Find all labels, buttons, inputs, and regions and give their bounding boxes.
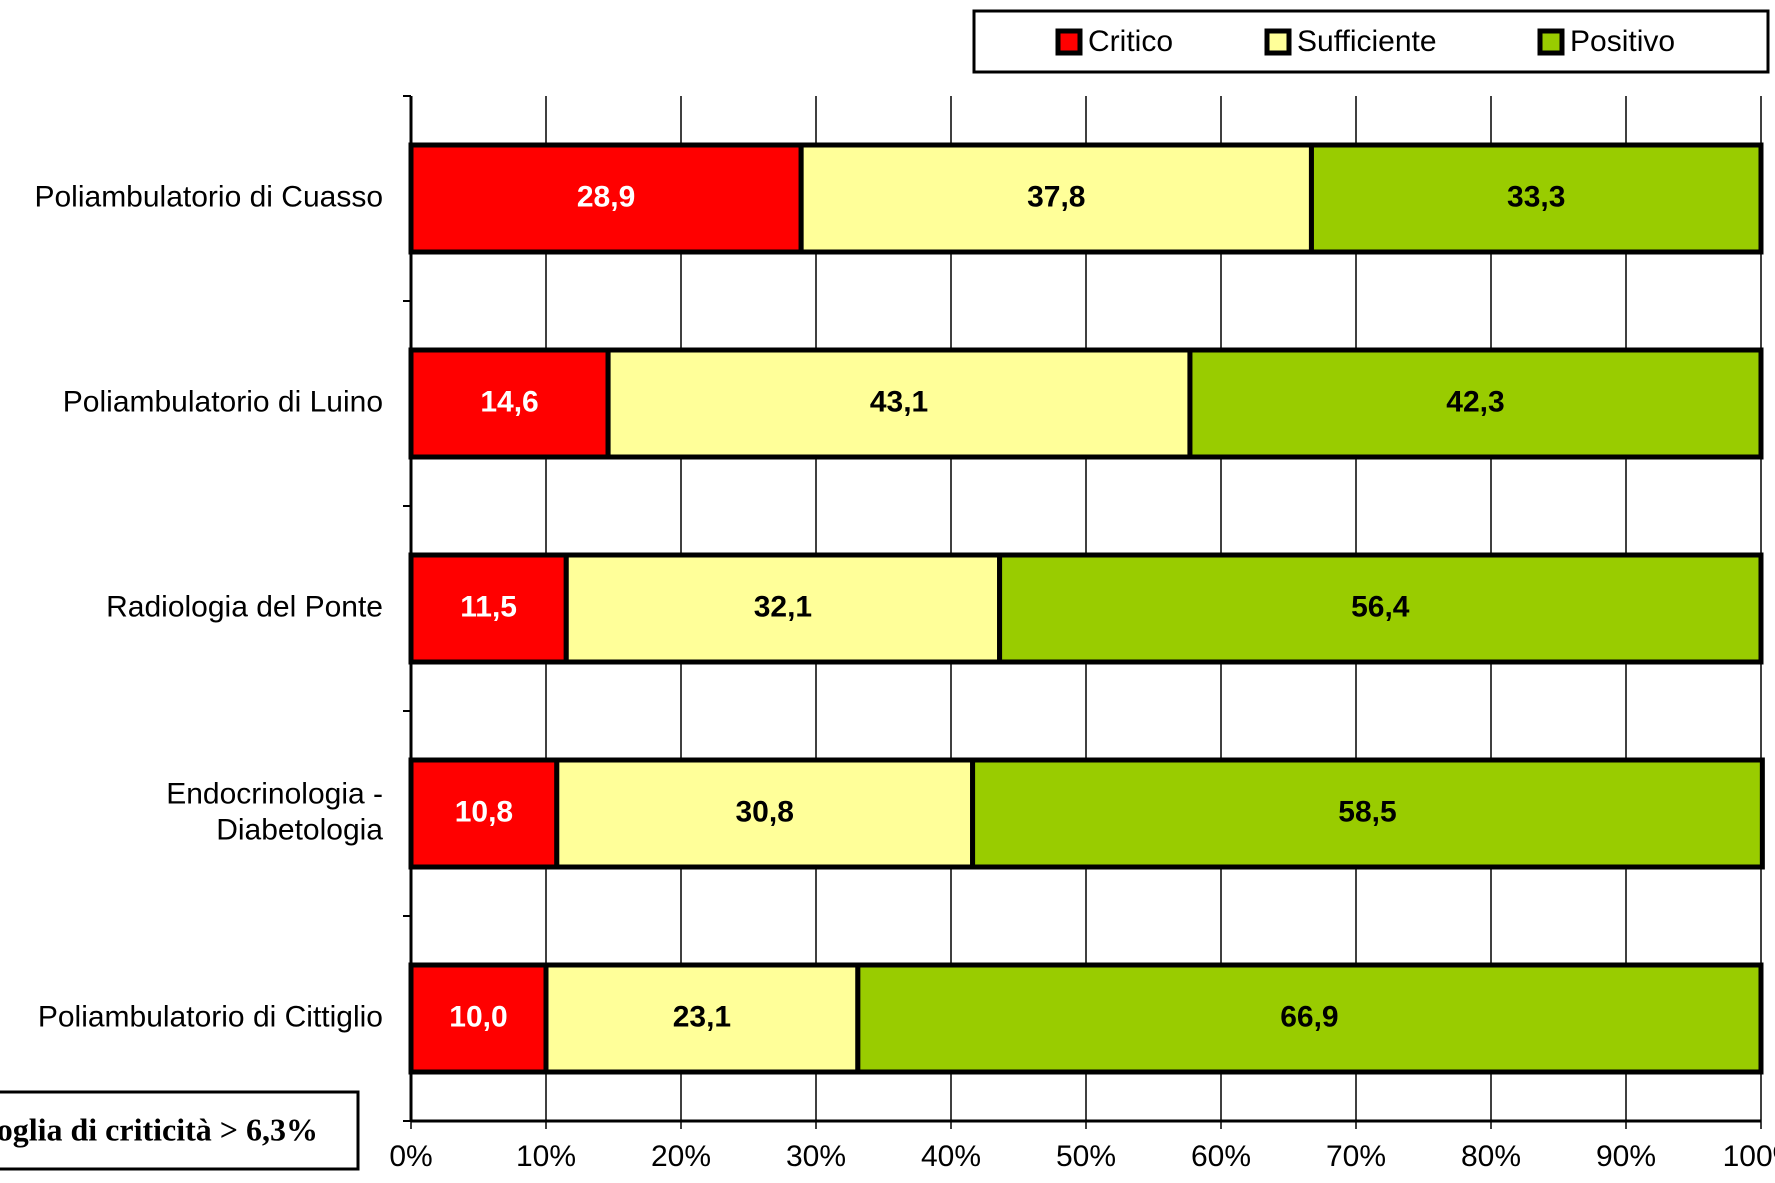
x-tick-label: 0%: [389, 1140, 432, 1173]
bar-segment: [855, 962, 1764, 1075]
bar-segment: [1308, 142, 1764, 255]
bar-segment: [408, 962, 549, 1075]
y-tick-label: Radiologia del Ponte: [106, 590, 383, 623]
legend-swatch: [1055, 28, 1083, 56]
x-tick-label: 90%: [1596, 1140, 1656, 1173]
data-label: 33,3: [1507, 180, 1565, 213]
legend-swatch: [1537, 28, 1565, 56]
bar-segment: [1187, 347, 1764, 460]
data-label: 30,8: [736, 795, 794, 828]
bar-segment: [408, 142, 804, 255]
x-tick-label: 60%: [1191, 1140, 1251, 1173]
x-tick-label: 30%: [786, 1140, 846, 1173]
legend-box: [972, 9, 1770, 74]
y-tick-label: Poliambulatorio di Luino: [63, 385, 383, 418]
data-label: 58,5: [1338, 795, 1396, 828]
annotation: Soglia di criticità > 6,3%: [0, 1111, 318, 1147]
data-label: 11,5: [460, 590, 517, 623]
data-label: 10,8: [455, 795, 513, 828]
x-tick-label: 70%: [1326, 1140, 1386, 1173]
legend-label: Sufficiente: [1297, 25, 1437, 58]
x-tick-label: 80%: [1461, 1140, 1521, 1173]
legend-label: Positivo: [1570, 25, 1675, 58]
bar-segment: [798, 142, 1314, 255]
data-label: 42,3: [1446, 385, 1504, 418]
x-tick-label: 10%: [516, 1140, 576, 1173]
data-label: 32,1: [754, 590, 812, 623]
x-tick-label: 50%: [1056, 1140, 1116, 1173]
x-tick-label: 40%: [921, 1140, 981, 1173]
bar-segment: [563, 552, 1003, 665]
bar-segment: [408, 347, 611, 460]
bar-segment: [408, 552, 569, 665]
data-label: 14,6: [480, 385, 538, 418]
bar-segment: [970, 757, 1765, 870]
x-tick-label: 20%: [651, 1140, 711, 1173]
y-tick-label: Endocrinologia -Diabetologia: [166, 777, 383, 846]
y-tick-label: Poliambulatorio di Cuasso: [34, 180, 383, 213]
x-tick-label: 100%: [1723, 1140, 1775, 1173]
data-label: 66,9: [1280, 1000, 1338, 1033]
bar-segment: [408, 757, 560, 870]
data-label: 43,1: [870, 385, 928, 418]
data-label: 37,8: [1027, 180, 1085, 213]
data-label: 56,4: [1351, 590, 1410, 623]
bar-segment: [554, 757, 976, 870]
legend-label: Critico: [1088, 25, 1173, 58]
annotation-box: [0, 1090, 360, 1171]
bar-segment: [997, 552, 1764, 665]
y-tick-label: Poliambulatorio di Cittiglio: [38, 1000, 383, 1033]
data-label: 28,9: [577, 180, 635, 213]
legend-swatch: [1264, 28, 1292, 56]
data-label: 23,1: [673, 1000, 731, 1033]
bar-segment: [605, 347, 1193, 460]
data-label: 10,0: [449, 1000, 507, 1033]
